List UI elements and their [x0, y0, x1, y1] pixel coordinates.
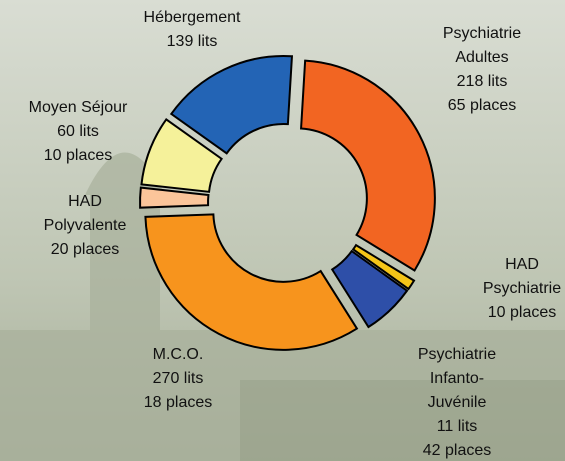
slice-label: M.C.O.: [153, 346, 204, 363]
slice-label: 270 lits: [153, 370, 204, 387]
slice-label: Polyvalente: [44, 217, 127, 234]
slice-label: Moyen Séjour: [29, 99, 128, 116]
slice-label: 10 places: [488, 304, 557, 321]
slice-label: 18 places: [144, 394, 213, 411]
slice-label: Adultes: [455, 49, 508, 66]
slice-label: 139 lits: [167, 33, 218, 50]
slice-label: Psychiatrie: [443, 25, 521, 42]
slice-label: HAD: [505, 256, 539, 273]
slice-label: Psychiatrie: [483, 280, 561, 297]
slice-label: 42 places: [423, 442, 492, 459]
slice-label: 218 lits: [457, 73, 508, 90]
slice-label: 60 lits: [57, 123, 99, 140]
slice-label: 10 places: [44, 147, 113, 164]
slice-label: Hébergement: [144, 9, 242, 26]
slice-label: 11 lits: [437, 418, 478, 435]
slice-label: Psychiatrie: [418, 346, 496, 363]
slice-label: Infanto-: [430, 370, 484, 387]
slice-label: Juvénile: [428, 394, 487, 411]
chart: Psychiatrie Adultes 218 lits 65 places HAD Ps…: [0, 0, 565, 461]
slice-label: 20 places: [51, 241, 120, 258]
slice-label: HAD: [68, 193, 102, 210]
slice-label: 65 places: [448, 97, 517, 114]
